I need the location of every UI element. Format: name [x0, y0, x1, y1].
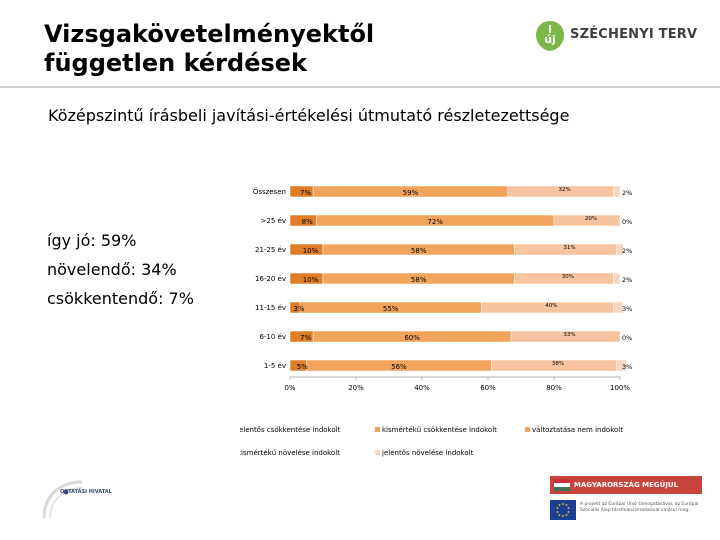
category-label: 21-25 év — [255, 246, 286, 254]
logo-text: SZÉCHENYI TERV — [570, 27, 698, 42]
x-tick-label: 40% — [414, 384, 430, 392]
data-label: 40% — [545, 303, 557, 309]
title-divider — [0, 86, 720, 88]
x-tick-label: 80% — [546, 384, 562, 392]
data-label: 10% — [303, 276, 319, 284]
stacked-bar-chart: Összesen 7% 59% 32% 2% >25 év 8% 72% 20% 0% 21-25 … — [240, 185, 632, 457]
bar-segment — [613, 185, 621, 198]
category-label: >25 év — [261, 217, 286, 225]
legend-swatch — [375, 427, 380, 432]
data-label: 58% — [411, 276, 427, 284]
category-label: 16-20 év — [255, 275, 286, 283]
oktatasi-hivatal-text: OKTATÁSI HIVATAL — [60, 489, 112, 495]
data-label: 20% — [585, 216, 597, 222]
eu-flag-icon — [550, 500, 576, 520]
bar-segment — [616, 243, 624, 256]
oktatasi-hivatal-arc-icon — [42, 480, 83, 519]
hungarian-flag-icon — [554, 479, 570, 491]
legend-label: kismértékű csökkentése indokolt — [382, 425, 497, 434]
x-tick-label: 60% — [480, 384, 496, 392]
legend-swatch — [375, 450, 380, 455]
legend-label: jelentős növelése indokolt — [381, 448, 474, 457]
summary-line-decrease: csökkentendő: 7% — [47, 289, 194, 308]
summary-box: így jó: 59% növelendő: 34% csökkentendő:… — [47, 226, 194, 313]
bar-segment — [613, 301, 624, 314]
data-label: 31% — [563, 245, 575, 251]
data-label: 30% — [562, 274, 574, 280]
x-tick-label: 0% — [284, 384, 295, 392]
x-tick-label: 20% — [348, 384, 364, 392]
data-label: 56% — [391, 363, 407, 371]
data-label: 0% — [622, 334, 632, 342]
data-label: 2% — [622, 247, 632, 255]
data-label: 60% — [404, 334, 420, 342]
data-label: 3% — [622, 305, 632, 313]
data-label: 8% — [302, 218, 313, 226]
title-line-1: Vizsgakövetelményektől — [44, 20, 375, 48]
data-label: 10% — [303, 247, 319, 255]
bar-segment — [613, 272, 621, 285]
data-label: 7% — [300, 189, 311, 197]
data-label: 72% — [427, 218, 443, 226]
szechenyi-leaf-icon: új — [536, 21, 564, 51]
bar-segment — [553, 214, 621, 227]
category-label: 6-10 év — [259, 333, 286, 341]
legend-label: változtatása nem indokolt — [532, 426, 623, 434]
data-label: 3% — [293, 305, 304, 313]
data-label: 55% — [383, 305, 399, 313]
data-label: 3% — [622, 363, 632, 371]
category-label: Összesen — [253, 187, 286, 196]
data-label: 7% — [300, 334, 311, 342]
legend-swatch — [525, 427, 530, 432]
summary-line-ok: így jó: 59% — [47, 231, 137, 250]
chart-subtitle: Középszintű írásbeli javítási-értékelési… — [48, 106, 570, 125]
data-label: 58% — [411, 247, 427, 255]
x-tick-label: 100% — [610, 384, 630, 392]
data-label: 5% — [297, 363, 308, 371]
legend-label: jelentős csökkentése indokolt — [240, 425, 341, 434]
data-label: 33% — [563, 332, 575, 338]
summary-line-increase: növelendő: 34% — [47, 260, 177, 279]
data-label: 59% — [403, 189, 419, 197]
category-label: 11-15 év — [255, 304, 286, 312]
szechenyi-logo: új SZÉCHENYI TERV — [534, 19, 698, 55]
page-title: Vizsgakövetelményektől független kérdése… — [44, 20, 374, 78]
category-label: 1-5 év — [264, 362, 286, 370]
data-label: 2% — [622, 189, 632, 197]
data-label: 38% — [552, 361, 564, 367]
bar-segment — [510, 330, 621, 343]
eu-funding-text: A projekt az Európai Unió támogatásával,… — [580, 502, 699, 513]
magyarorszag-megujul-banner: MAGYARORSZÁG MEGÚJUL — [550, 476, 702, 494]
legend-label: kismértékű növelése indokolt — [240, 448, 340, 457]
data-label: 32% — [558, 187, 570, 193]
data-label: 2% — [622, 276, 632, 284]
bar-segment — [616, 359, 627, 372]
title-line-2: független kérdések — [44, 49, 307, 77]
oktatasi-hivatal-logo: OKTATÁSI HIVATAL — [38, 480, 138, 520]
logo-mark-text: új — [544, 33, 556, 46]
data-label: 0% — [622, 218, 632, 226]
